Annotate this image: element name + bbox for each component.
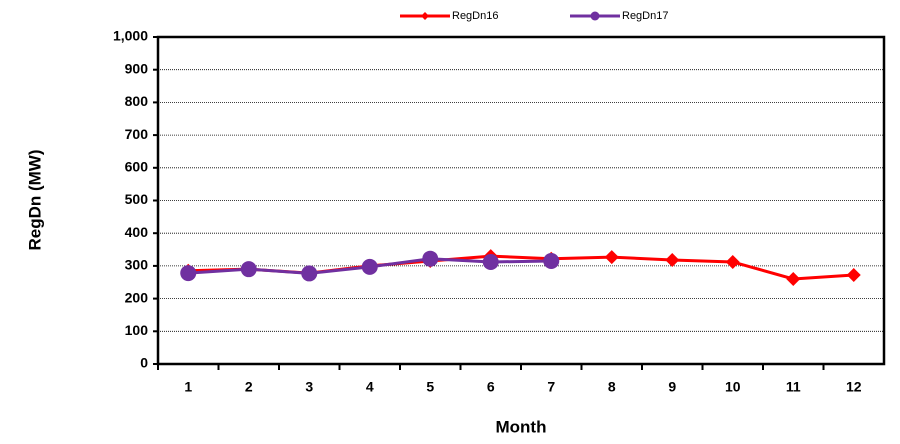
- y-tick-label: 800: [125, 93, 149, 109]
- y-tick-label: 200: [125, 289, 149, 305]
- y-tick-label: 500: [125, 191, 149, 207]
- marker: [422, 250, 439, 267]
- y-tick-label: 900: [125, 60, 149, 76]
- marker: [786, 271, 801, 286]
- x-tick-label: 6: [487, 379, 495, 395]
- marker: [240, 261, 257, 278]
- series-line: [188, 254, 854, 281]
- legend-label: RegDn17: [622, 10, 668, 22]
- y-axis-title: RegDn (MW): [25, 149, 44, 250]
- x-tick-label: 5: [426, 379, 434, 395]
- x-tick-label: 2: [245, 379, 253, 395]
- legend-marker: [421, 12, 429, 20]
- y-tick-label: 400: [125, 224, 149, 240]
- x-tick-label: 7: [547, 379, 555, 395]
- marker: [543, 252, 560, 269]
- x-tick-label: 1: [184, 379, 192, 395]
- x-tick-label: 3: [305, 379, 313, 395]
- legend-label: RegDn16: [452, 10, 498, 22]
- x-tick-label: 8: [608, 379, 616, 395]
- marker: [665, 253, 680, 268]
- x-tick-label: 11: [786, 379, 801, 395]
- y-tick-label: 100: [125, 322, 149, 338]
- marker: [361, 258, 378, 275]
- legend-marker: [590, 11, 600, 21]
- y-tick-label: 0: [140, 355, 148, 371]
- marker: [846, 268, 861, 283]
- x-tick-label: 12: [846, 379, 862, 395]
- marker: [180, 265, 197, 282]
- y-tick-label: 700: [125, 126, 149, 142]
- y-tick-label: 600: [125, 159, 149, 175]
- marker: [725, 254, 740, 269]
- x-axis-title: Month: [496, 417, 547, 436]
- marker: [482, 253, 499, 270]
- marker: [604, 250, 619, 265]
- y-tick-label: 1,000: [113, 28, 148, 44]
- x-tick-label: 10: [725, 379, 741, 395]
- marker: [301, 265, 318, 282]
- y-tick-label: 300: [125, 257, 149, 273]
- x-tick-label: 9: [668, 379, 676, 395]
- x-tick-label: 4: [366, 379, 374, 395]
